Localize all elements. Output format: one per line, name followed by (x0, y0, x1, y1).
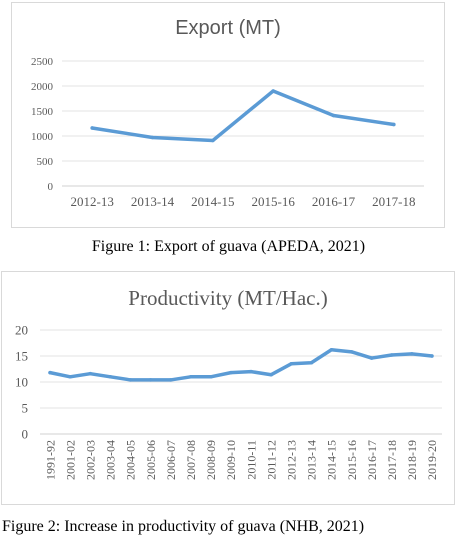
data-point (229, 370, 233, 375)
x-tick-label: 2018-19 (405, 440, 419, 480)
y-tick-label: 15 (15, 349, 28, 364)
figure-2-caption: Figure 2: Increase in productivity of gu… (2, 518, 365, 535)
x-tick-label: 2012-13 (70, 194, 113, 209)
y-tick-label: 20 (15, 323, 28, 338)
x-tick-label: 2013-14 (305, 440, 319, 480)
x-tick-label: 2004-05 (124, 440, 138, 480)
data-point (271, 89, 275, 93)
y-tick-label: 0 (48, 181, 54, 193)
data-point (211, 138, 215, 143)
x-tick-label: 2010-11 (244, 440, 258, 480)
x-tick-label: 2001-02 (63, 440, 77, 480)
data-point (150, 135, 155, 140)
y-tick-label: 0 (22, 427, 29, 442)
y-tick-label: 2500 (31, 56, 54, 68)
x-tick-label: 2007-08 (184, 440, 198, 480)
series-line (90, 89, 396, 143)
data-point (249, 369, 253, 374)
x-tick-label: 2006-07 (164, 440, 178, 480)
x-tick-label: 1991-92 (43, 440, 57, 480)
data-point (369, 356, 374, 360)
data-point (148, 378, 153, 382)
productivity-plot: 0 5 10 15 20 1991-92 2001-02 2002-03 2003-04 2004… (15, 323, 442, 480)
x-tick-label: 2002-03 (83, 440, 97, 480)
data-point (430, 354, 434, 358)
x-tick-label: 2008-09 (204, 440, 218, 480)
export-chart: Export (MT) 0 500 1000 1500 2000 2500 2012-13 2… (11, 2, 445, 228)
y-tick-label: 5 (22, 401, 29, 416)
data-point (128, 378, 133, 382)
chart-title: Productivity (MT/Hac.) (128, 286, 328, 310)
x-tick-label: 2016-17 (365, 440, 379, 480)
data-point (90, 126, 94, 130)
data-point (392, 122, 396, 127)
data-point (390, 353, 394, 357)
y-tick-label: 500 (37, 156, 54, 168)
data-point (168, 378, 173, 382)
y-tick-label: 2000 (31, 81, 54, 93)
x-tick-label: 2014-15 (325, 440, 339, 480)
y-tick-label: 10 (15, 375, 28, 390)
chart-title: Export (MT) (175, 17, 281, 39)
x-tick-label: 2013-14 (131, 194, 175, 209)
export-plot: 0 500 1000 1500 2000 2500 2012-13 2013-14 2014-1… (31, 56, 424, 209)
data-point (410, 352, 414, 356)
x-tick-label: 2017-18 (385, 440, 399, 480)
x-tick-label: 2012-13 (284, 440, 298, 480)
y-tick-label: 1000 (31, 131, 54, 143)
x-tick-label: 2017-18 (372, 194, 415, 209)
x-tick-label: 2016-17 (312, 194, 356, 209)
y-tick-label: 1500 (31, 106, 54, 118)
productivity-chart: Productivity (MT/Hac.) 0 5 10 15 20 1991-92 20… (1, 271, 455, 505)
data-point (331, 113, 336, 118)
data-point (68, 375, 72, 379)
x-tick-label: 2015-16 (345, 440, 359, 480)
x-tick-label: 2009-10 (224, 440, 238, 480)
x-tick-label: 2019-20 (425, 440, 439, 480)
data-point (289, 362, 293, 366)
data-point (88, 371, 92, 376)
x-tick-label: 2014-15 (191, 194, 234, 209)
data-point (108, 375, 113, 379)
x-tick-label: 2003-04 (104, 440, 118, 480)
x-tick-label: 2005-06 (144, 440, 158, 480)
series-line (48, 348, 434, 382)
data-point (329, 348, 334, 352)
figure-1-caption: Figure 1: Export of guava (APEDA, 2021) (91, 238, 366, 255)
data-point (189, 375, 193, 379)
data-point (269, 372, 273, 377)
x-tick-label: 2015-16 (251, 194, 295, 209)
x-tick-label: 2011-12 (264, 440, 278, 480)
data-point (349, 350, 354, 354)
data-point (209, 375, 213, 379)
data-point (48, 370, 52, 375)
data-point (309, 361, 314, 365)
